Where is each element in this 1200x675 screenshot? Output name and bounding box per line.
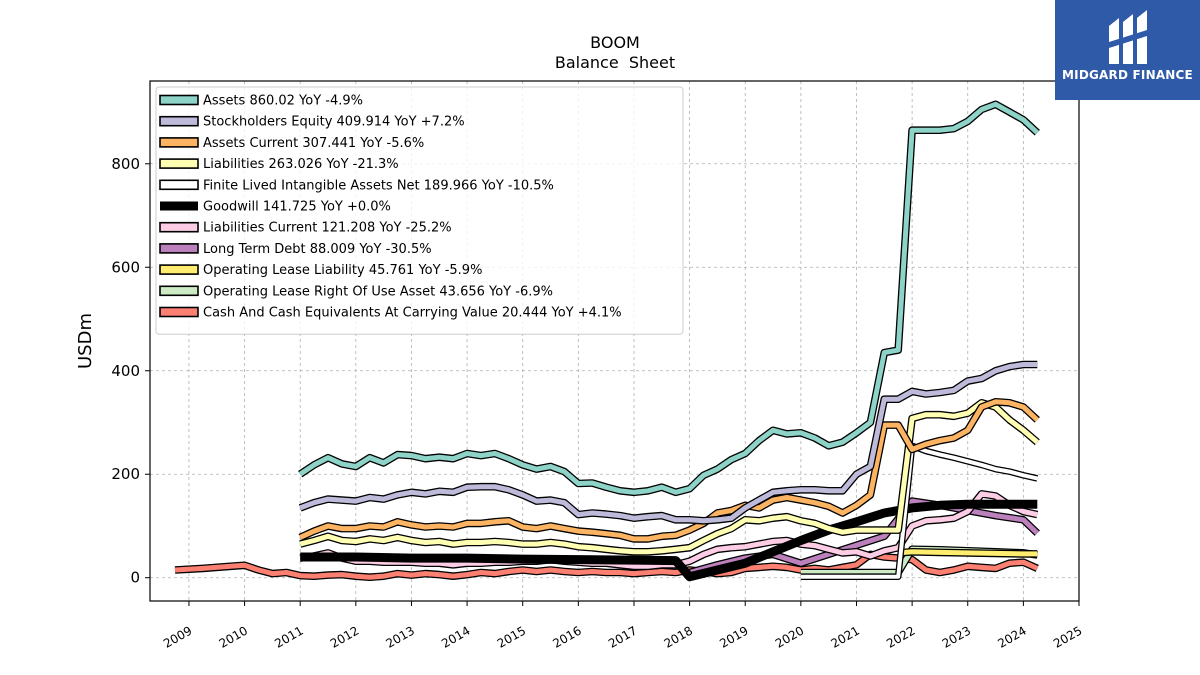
series-line: [800, 443, 1038, 579]
legend-swatch: [159, 94, 199, 106]
x-tick-label: 2011: [272, 623, 305, 650]
series-line: [299, 362, 1038, 524]
y-tick-label: 200: [111, 465, 140, 483]
x-tick-label: 2009: [161, 623, 194, 650]
x-tick-label: 2014: [439, 623, 472, 650]
series-outline: [299, 398, 1040, 556]
legend-swatch: [160, 201, 198, 211]
series-line: [898, 549, 1038, 557]
y-tick-label: 800: [111, 155, 140, 173]
series-line: [299, 399, 1040, 542]
series-line: [298, 101, 1040, 495]
chart-subtitle: Balance Sheet: [555, 53, 675, 72]
x-tick-label: 2019: [717, 623, 750, 650]
legend-swatch: [159, 306, 199, 318]
legend-swatch: [159, 264, 199, 275]
x-tick-label: 2022: [884, 623, 917, 650]
x-tick-label: 2025: [1051, 623, 1084, 650]
x-tick-label: 2018: [662, 623, 695, 650]
legend-swatch: [159, 285, 199, 297]
y-axis-label: USDm: [75, 313, 96, 369]
series-line: [300, 499, 1038, 582]
x-tick-label: 2021: [829, 623, 862, 650]
legend-entry: Cash And Cash Equivalents At Carrying Va…: [203, 306, 622, 321]
plot-frame: [149, 80, 1080, 602]
legend-swatch: [159, 243, 199, 254]
x-tick-label: 2024: [995, 623, 1028, 650]
legend-entry: Stockholders Equity 409.914 YoY +7.2%: [203, 115, 465, 130]
legend-swatch: [159, 158, 199, 169]
legend-swatch: [159, 179, 199, 191]
legend: Assets 860.02 YoY -4.9% Stockholders Equi…: [155, 86, 684, 335]
x-tick-label: 2016: [550, 623, 583, 650]
legend-swatch: [159, 115, 199, 127]
logo-mark-icon: [1109, 10, 1147, 64]
chart-title: BOOM: [590, 33, 640, 52]
legend-entry: Goodwill 141.725 YoY +0.0%: [203, 200, 391, 215]
legend-entry: Liabilities 263.026 YoY -21.3%: [203, 157, 399, 172]
legend-entry: Liabilities Current 121.208 YoY -25.2%: [203, 221, 452, 236]
legend-entry: Finite Lived Intangible Assets Net 189.9…: [203, 178, 554, 193]
legend-entry: Assets Current 307.441 YoY -5.6%: [203, 136, 424, 151]
x-tick-label: 2020: [773, 623, 806, 650]
x-tick-label: 2010: [217, 623, 250, 650]
series-line: [299, 400, 1039, 555]
y-tick-label: 0: [130, 569, 140, 587]
x-tick-label: 2023: [940, 623, 973, 650]
legend-swatch: [159, 137, 199, 148]
legend-swatch: [159, 221, 199, 233]
legend-entry: Long Term Debt 88.009 YoY -30.5%: [203, 242, 432, 257]
x-tick-label: 2015: [495, 623, 528, 650]
midgard-finance-logo: MIDGARD FINANCE: [1055, 0, 1200, 100]
x-tick-label: 2017: [606, 623, 639, 650]
series-lines: [174, 100, 1040, 582]
y-tick-label: 600: [111, 258, 140, 276]
legend-box: [155, 86, 684, 335]
brand-name: MIDGARD FINANCE: [1062, 68, 1193, 82]
x-tick-label: 2013: [384, 623, 417, 650]
legend-entry: Operating Lease Liability 45.761 YoY -5.…: [203, 263, 482, 278]
x-tick-label: 2012: [328, 623, 361, 650]
legend-entry: Assets 860.02 YoY -4.9%: [203, 94, 363, 109]
y-tick-label: 400: [111, 362, 140, 380]
legend-entry: Operating Lease Right Of Use Asset 43.65…: [203, 284, 553, 299]
